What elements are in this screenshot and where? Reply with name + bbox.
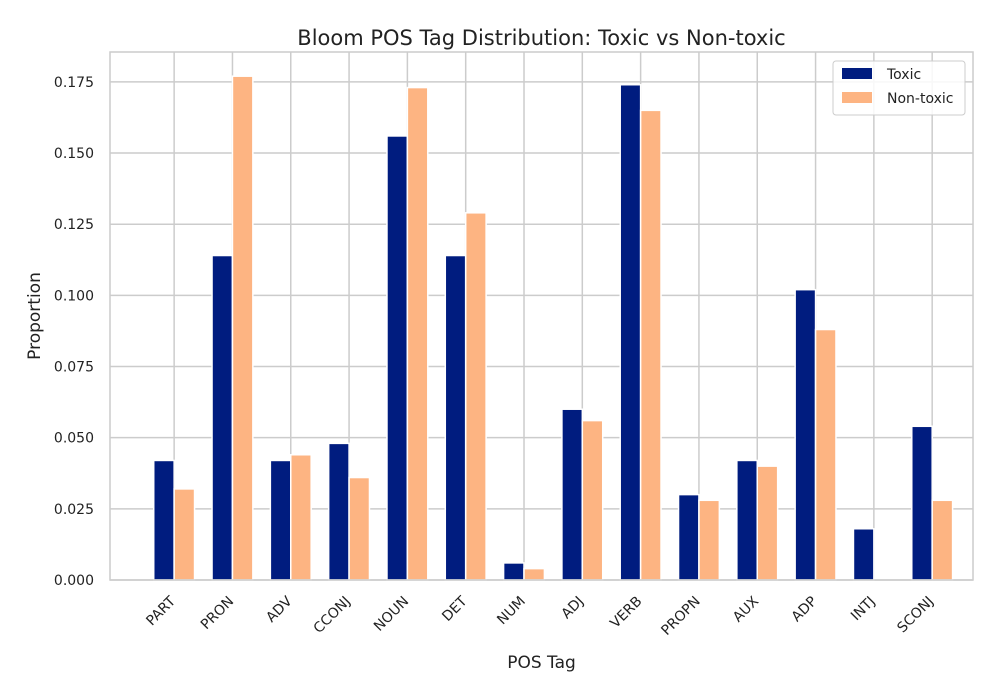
plot-frame [109,51,974,581]
bar-non-toxic-adv [290,454,312,581]
bar-toxic-noun [386,135,409,581]
bar-toxic-verb [619,83,642,581]
bar-non-toxic-cconj [348,476,371,581]
y-tick-label: 0.075 [54,360,94,376]
y-axis-ticks: 0.000 0.025 0.050 0.075 0.100 0.125 0.150 0.175 [54,75,94,589]
y-tick-label: 0.100 [54,288,94,304]
legend: Toxic Non-toxic [832,60,966,116]
legend-swatch-toxic [842,68,872,79]
bar-toxic-cconj [327,442,350,581]
y-tick-label: 0.150 [54,146,94,162]
bar-non-toxic-aux [756,465,779,581]
bar-toxic-adv [269,459,292,581]
legend-swatch-non-toxic [842,92,872,103]
legend-label-toxic: Toxic [886,67,921,83]
bar-non-toxic-adj [581,419,604,581]
bar-toxic-adj [561,408,584,581]
bar-toxic-det [444,254,467,581]
y-tick-label: 0.050 [54,431,94,447]
y-tick-label: 0.125 [54,217,94,233]
bar-non-toxic-part [173,488,196,581]
bar-non-toxic-num [523,567,546,581]
y-tick-label: 0.000 [54,573,94,589]
bar-toxic-adp [794,288,817,581]
bar-toxic-intj [852,528,875,581]
bar-toxic-sconj [911,425,933,581]
bar-toxic-propn [677,493,700,581]
bar-non-toxic-adp [814,328,837,581]
bar-non-toxic-noun [406,86,429,581]
legend-label-non-toxic: Non-toxic [887,91,953,107]
x-axis-label: POS Tag [507,653,576,673]
bars [152,75,954,581]
bar-non-toxic-verb [639,109,662,581]
bar-toxic-aux [736,459,758,581]
bar-non-toxic-sconj [931,499,954,581]
bar-non-toxic-det [464,212,487,581]
chart-title: Bloom POS Tag Distribution: Toxic vs Non… [297,26,785,50]
bar-non-toxic-pron [231,75,254,581]
bar-toxic-part [152,459,175,581]
y-axis-label: Proportion [25,272,45,360]
y-tick-label: 0.175 [54,75,94,91]
bar-toxic-pron [211,254,234,581]
bar-non-toxic-propn [698,499,721,581]
bar-toxic-num [502,562,525,581]
y-tick-label: 0.025 [54,502,94,518]
